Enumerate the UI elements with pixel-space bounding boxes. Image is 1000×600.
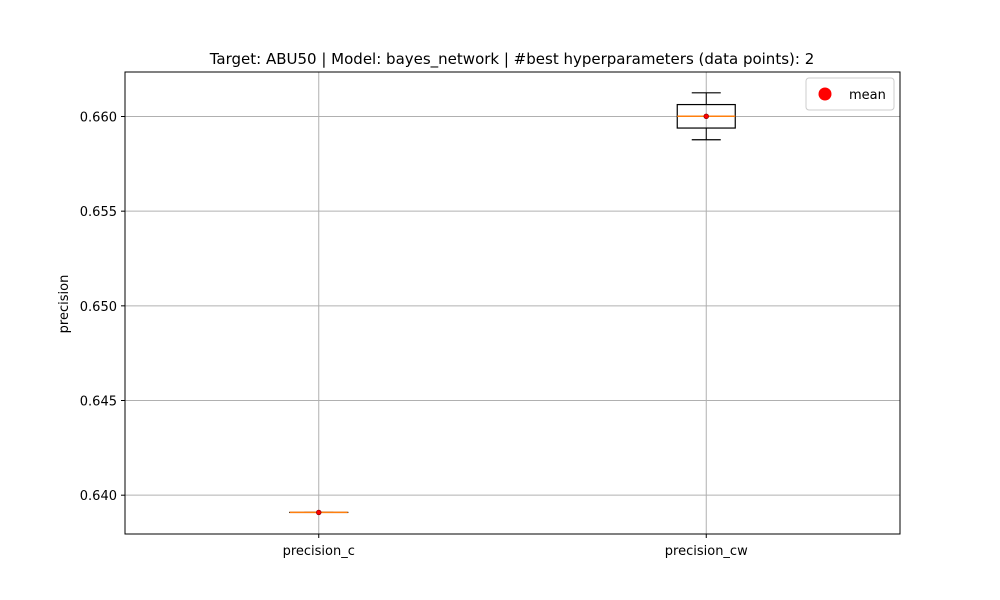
legend-box [805,77,895,111]
x-tick-label: precision_c [283,544,355,559]
legend-label: mean [849,88,886,103]
chart-title: Target: ABU50 | Model: bayes_network | #… [209,50,814,69]
y-tick-label: 0.645 [80,395,117,410]
mean-marker [703,113,709,120]
y-axis: 0.640 0.645 0.650 0.655 0.660 [80,110,125,504]
y-axis-label: precision [57,275,72,334]
boxplot-precision-cw [676,92,736,141]
plot-frame [124,71,901,535]
boxplot-precision-c [289,509,349,516]
mean-marker [316,509,322,516]
legend: mean [805,77,895,111]
y-tick-label: 0.660 [80,110,117,125]
legend-mean-marker [818,87,832,101]
grid [125,72,900,534]
y-tick-label: 0.640 [80,489,117,504]
boxes [289,92,736,516]
y-tick-label: 0.655 [80,205,117,220]
x-axis: precision_c precision_cw [283,534,748,559]
x-tick-label: precision_cw [665,544,748,559]
y-tick-label: 0.650 [80,300,117,315]
